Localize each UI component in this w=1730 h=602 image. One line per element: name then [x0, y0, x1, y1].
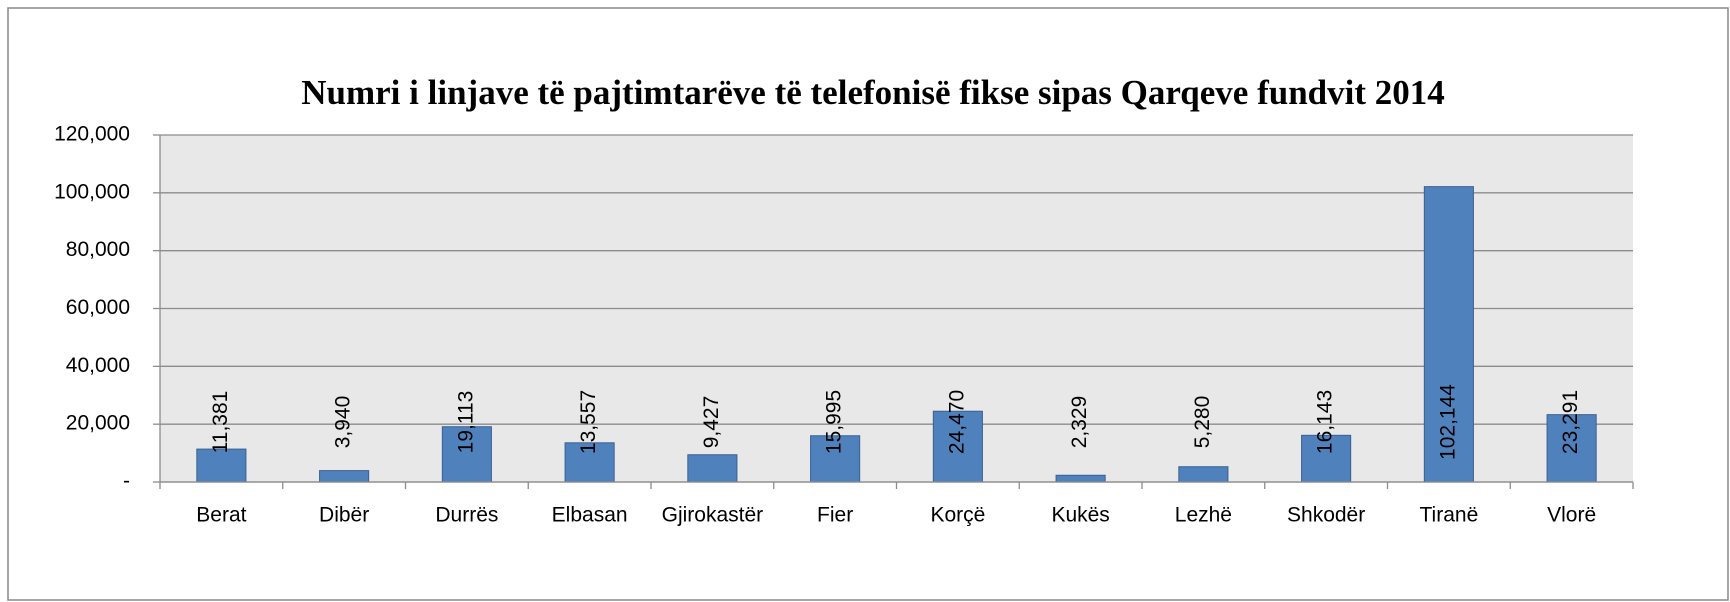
bar — [564, 442, 615, 483]
bar — [810, 435, 861, 483]
data-label: 2,329 — [1068, 396, 1091, 449]
bar — [932, 410, 983, 483]
x-tick-label: Gjirokastër — [662, 504, 764, 527]
x-tick-label: Kukës — [1051, 504, 1109, 527]
y-tick-label: 120,000 — [54, 123, 130, 146]
bar — [1055, 474, 1106, 483]
data-label: 24,470 — [945, 390, 968, 454]
x-tick-label: Fier — [817, 504, 853, 527]
bar — [1178, 466, 1229, 483]
chart-title: Numri i linjave të pajtimtarëve të telef… — [301, 73, 1445, 112]
y-tick-label: 80,000 — [66, 238, 130, 261]
x-tick-label: Vlorë — [1547, 504, 1596, 527]
data-label: 15,995 — [823, 390, 846, 454]
data-label: 3,940 — [332, 396, 355, 449]
data-label: 16,143 — [1314, 390, 1337, 454]
x-tick-label: Tiranë — [1420, 504, 1479, 527]
x-tick-label: Lezhë — [1175, 504, 1232, 527]
x-tick-label: Korçë — [930, 504, 985, 527]
x-tick-label: Shkodër — [1287, 504, 1365, 527]
data-label: 19,113 — [454, 391, 477, 454]
bar — [1423, 186, 1474, 483]
bar — [687, 454, 738, 483]
data-label: 13,557 — [577, 390, 600, 454]
data-label: 5,280 — [1191, 396, 1214, 449]
data-label: 23,291 — [1559, 390, 1582, 454]
x-tick-label: Durrës — [435, 504, 498, 527]
x-tick-label: Berat — [196, 504, 246, 527]
y-tick-label: 100,000 — [54, 180, 130, 203]
bar — [1546, 414, 1597, 483]
x-tick-label: Dibër — [319, 504, 369, 527]
y-tick-label: 20,000 — [66, 412, 130, 435]
data-label: 9,427 — [700, 396, 723, 449]
x-tick-label: Elbasan — [552, 504, 628, 527]
y-tick-label: 60,000 — [66, 296, 130, 319]
bar — [441, 426, 492, 483]
bar — [196, 448, 247, 483]
data-label: 11,381 — [209, 391, 232, 454]
y-tick-label: - — [123, 470, 130, 493]
bar — [319, 470, 370, 483]
y-tick-label: 40,000 — [66, 354, 130, 377]
bar — [1301, 434, 1352, 483]
data-label: 102,144 — [1436, 384, 1459, 460]
